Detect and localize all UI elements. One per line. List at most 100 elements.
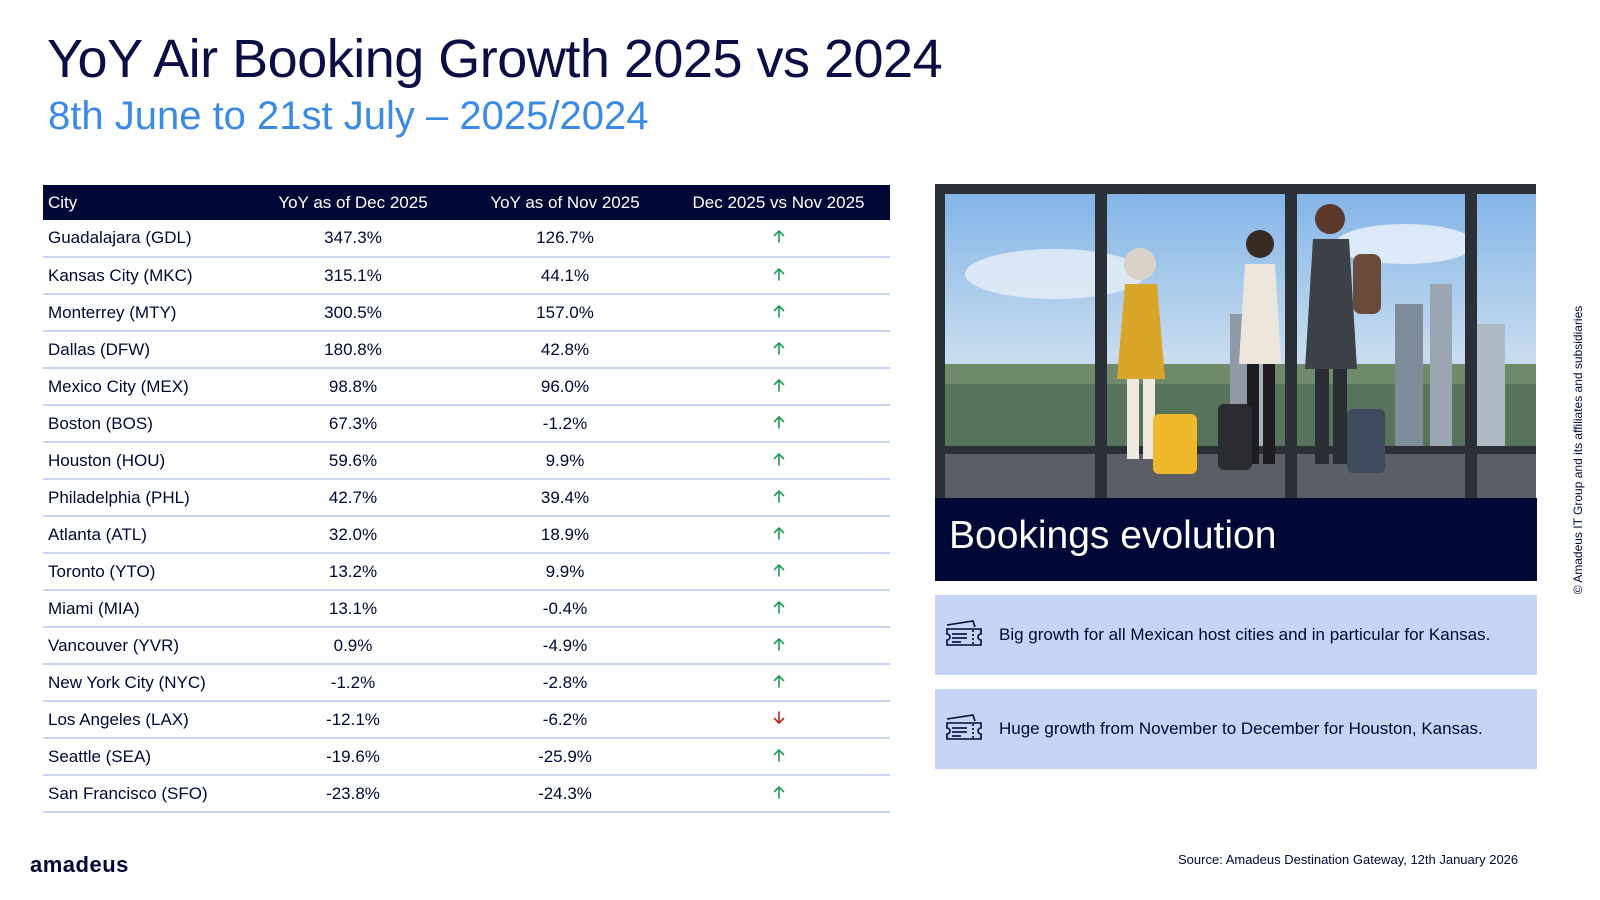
trend-cell (667, 368, 890, 406)
page-subtitle: 8th June to 21st July – 2025/2024 (48, 94, 649, 138)
table-row: Dallas (DFW) 180.8% 42.8% (43, 331, 890, 369)
city-cell: Guadalajara (GDL) (43, 220, 243, 258)
table-row: Toronto (YTO) 13.2% 9.9% (43, 553, 890, 591)
city-cell: Dallas (DFW) (43, 331, 243, 369)
table-row: Miami (MIA) 13.1% -0.4% (43, 590, 890, 628)
table-row: San Francisco (SFO) -23.8% -24.3% (43, 775, 890, 813)
table-row: New York City (NYC) -1.2% -2.8% (43, 664, 890, 702)
yoy-dec-cell: 98.8% (243, 368, 463, 406)
city-cell: Vancouver (YVR) (43, 627, 243, 665)
trend-cell (667, 775, 890, 813)
column-header-yoy-nov: YoY as of Nov 2025 (463, 185, 667, 220)
trend-cell (667, 701, 890, 739)
trend-cell (667, 553, 890, 591)
arrow-up-icon (773, 229, 785, 243)
arrow-up-icon (773, 378, 785, 392)
arrow-up-icon (773, 748, 785, 762)
insight-note-1: Big growth for all Mexican host cities a… (935, 595, 1537, 675)
city-cell: Atlanta (ATL) (43, 516, 243, 554)
trend-cell (667, 738, 890, 776)
yoy-dec-cell: -19.6% (243, 738, 463, 776)
city-cell: Philadelphia (PHL) (43, 479, 243, 517)
bookings-evolution-heading: Bookings evolution (935, 498, 1537, 581)
table-row: Mexico City (MEX) 98.8% 96.0% (43, 368, 890, 406)
yoy-nov-cell: -2.8% (463, 664, 667, 702)
city-cell: Seattle (SEA) (43, 738, 243, 776)
arrow-up-icon (773, 341, 785, 355)
trend-cell (667, 294, 890, 332)
copyright-note: © Amadeus IT Group and its affiliates an… (1571, 305, 1585, 595)
trend-cell (667, 664, 890, 702)
yoy-dec-cell: 180.8% (243, 331, 463, 369)
table-row: Los Angeles (LAX) -12.1% -6.2% (43, 701, 890, 739)
yoy-nov-cell: 157.0% (463, 294, 667, 332)
yoy-nov-cell: 126.7% (463, 220, 667, 258)
arrow-up-icon (773, 600, 785, 614)
table-row: Boston (BOS) 67.3% -1.2% (43, 405, 890, 443)
yoy-dec-cell: 42.7% (243, 479, 463, 517)
table-row: Philadelphia (PHL) 42.7% 39.4% (43, 479, 890, 517)
yoy-nov-cell: -25.9% (463, 738, 667, 776)
arrow-up-icon (773, 526, 785, 540)
column-header-dec-vs-nov: Dec 2025 vs Nov 2025 (667, 185, 890, 220)
city-cell: Houston (HOU) (43, 442, 243, 480)
table-row: Kansas City (MKC) 315.1% 44.1% (43, 257, 890, 295)
arrow-up-icon (773, 452, 785, 466)
yoy-dec-cell: -23.8% (243, 775, 463, 813)
arrow-up-icon (773, 415, 785, 429)
city-cell: San Francisco (SFO) (43, 775, 243, 813)
yoy-nov-cell: 42.8% (463, 331, 667, 369)
yoy-dec-cell: 13.2% (243, 553, 463, 591)
arrow-up-icon (773, 563, 785, 577)
yoy-dec-cell: 315.1% (243, 257, 463, 295)
travelers-photo (935, 184, 1536, 498)
yoy-nov-cell: -1.2% (463, 405, 667, 443)
city-cell: Kansas City (MKC) (43, 257, 243, 295)
table-header-row: City YoY as of Dec 2025 YoY as of Nov 20… (43, 185, 890, 220)
insight-note-2: Huge growth from November to December fo… (935, 689, 1537, 769)
trend-cell (667, 442, 890, 480)
yoy-nov-cell: -0.4% (463, 590, 667, 628)
table-row: Atlanta (ATL) 32.0% 18.9% (43, 516, 890, 554)
yoy-nov-cell: -6.2% (463, 701, 667, 739)
trend-cell (667, 257, 890, 295)
yoy-nov-cell: -4.9% (463, 627, 667, 665)
arrow-down-icon (773, 710, 785, 725)
trend-cell (667, 479, 890, 517)
insight-note-text: Huge growth from November to December fo… (999, 719, 1483, 738)
yoy-dec-cell: -1.2% (243, 664, 463, 702)
arrow-up-icon (773, 489, 785, 503)
table-row: Guadalajara (GDL) 347.3% 126.7% (43, 220, 890, 258)
amadeus-logo: amadeus (30, 852, 129, 877)
arrow-up-icon (773, 304, 785, 318)
yoy-dec-cell: 67.3% (243, 405, 463, 443)
city-cell: Mexico City (MEX) (43, 368, 243, 406)
yoy-dec-cell: 59.6% (243, 442, 463, 480)
ticket-icon (946, 714, 982, 740)
growth-table: City YoY as of Dec 2025 YoY as of Nov 20… (43, 185, 890, 813)
city-cell: Boston (BOS) (43, 405, 243, 443)
trend-cell (667, 331, 890, 369)
yoy-dec-cell: 300.5% (243, 294, 463, 332)
yoy-nov-cell: 9.9% (463, 442, 667, 480)
arrow-up-icon (773, 637, 785, 651)
yoy-dec-cell: 32.0% (243, 516, 463, 554)
trend-cell (667, 405, 890, 443)
column-header-yoy-dec: YoY as of Dec 2025 (243, 185, 463, 220)
yoy-nov-cell: -24.3% (463, 775, 667, 813)
yoy-dec-cell: 347.3% (243, 220, 463, 258)
page-title: YoY Air Booking Growth 2025 vs 2024 (47, 29, 943, 89)
city-cell: Miami (MIA) (43, 590, 243, 628)
yoy-nov-cell: 18.9% (463, 516, 667, 554)
ticket-icon (946, 620, 982, 646)
table-row: Houston (HOU) 59.6% 9.9% (43, 442, 890, 480)
yoy-dec-cell: 13.1% (243, 590, 463, 628)
city-cell: New York City (NYC) (43, 664, 243, 702)
arrow-up-icon (773, 674, 785, 688)
city-cell: Los Angeles (LAX) (43, 701, 243, 739)
yoy-nov-cell: 39.4% (463, 479, 667, 517)
arrow-up-icon (773, 785, 785, 799)
column-header-city: City (43, 185, 243, 220)
source-note: Source: Amadeus Destination Gateway, 12t… (1178, 852, 1519, 867)
yoy-nov-cell: 96.0% (463, 368, 667, 406)
